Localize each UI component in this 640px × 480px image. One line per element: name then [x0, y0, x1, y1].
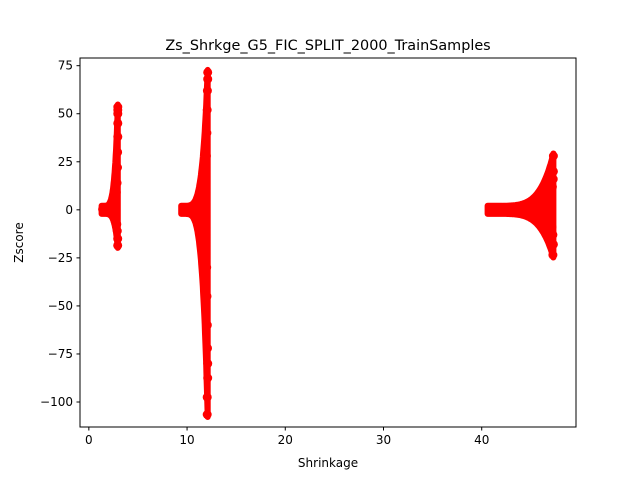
data-point	[113, 105, 123, 115]
data-point	[202, 105, 212, 115]
data-point	[200, 222, 210, 232]
y-tick-label: 50	[58, 107, 73, 121]
x-tick-label: 0	[85, 433, 93, 447]
x-axis-label: Shrinkage	[298, 456, 358, 470]
data-point	[113, 240, 123, 250]
data-point	[548, 166, 558, 176]
data-point	[112, 219, 122, 229]
data-point	[506, 204, 516, 214]
data-point	[202, 291, 212, 301]
y-tick-label: 75	[58, 59, 73, 73]
data-point	[202, 392, 212, 402]
cluster-1	[98, 101, 123, 251]
data-point	[202, 410, 212, 419]
chart-title: Zs_Shrkge_G5_FIC_SPLIT_2000_TrainSamples	[165, 38, 490, 54]
data-point	[202, 86, 212, 96]
data-point	[202, 263, 212, 272]
data-point	[113, 234, 123, 244]
y-tick-label: −100	[40, 395, 73, 409]
data-point	[203, 373, 213, 383]
data-point	[548, 230, 558, 240]
data-point	[534, 201, 544, 211]
y-axis-label: Zscore	[12, 222, 26, 262]
data-point	[201, 239, 211, 249]
data-point	[521, 203, 531, 213]
data-point	[203, 67, 213, 77]
data-point	[545, 214, 554, 224]
data-point	[112, 178, 122, 188]
data-point	[548, 239, 558, 249]
x-tick-label: 20	[278, 433, 293, 447]
y-tick-label: −25	[48, 251, 73, 265]
data-point	[111, 188, 121, 197]
data-point	[201, 151, 211, 161]
y-tick-label: 0	[65, 203, 73, 217]
data-point	[201, 176, 210, 186]
data-points-layer	[98, 66, 558, 420]
data-point	[202, 320, 212, 330]
data-point	[514, 206, 524, 216]
data-point	[202, 128, 212, 138]
data-point	[538, 210, 548, 220]
data-point	[203, 74, 213, 84]
data-point	[548, 250, 558, 260]
cluster-2	[178, 66, 213, 420]
data-point	[203, 343, 212, 353]
data-point	[196, 199, 206, 209]
x-tick-label: 40	[474, 433, 489, 447]
data-point	[547, 182, 557, 192]
data-point	[203, 359, 213, 369]
x-tick-label: 30	[376, 433, 391, 447]
data-point	[199, 191, 209, 201]
data-point	[110, 213, 120, 222]
data-point	[111, 194, 121, 204]
y-tick-label: −50	[48, 299, 73, 313]
data-point	[546, 191, 556, 201]
data-point	[548, 151, 558, 161]
plot-area-frame	[79, 57, 577, 428]
data-point	[113, 118, 123, 128]
data-point	[491, 205, 501, 215]
data-point	[542, 198, 551, 208]
data-point	[485, 204, 495, 214]
y-tick-label: 25	[58, 155, 73, 169]
data-point	[197, 213, 207, 223]
data-point	[528, 208, 538, 217]
data-point	[113, 163, 122, 172]
data-point	[499, 205, 509, 215]
y-tick-label: −75	[48, 347, 73, 361]
x-tick-label: 10	[179, 433, 194, 447]
data-point	[113, 132, 123, 142]
data-point	[112, 226, 122, 236]
ticks-layer: 0 10 20 30 40 75 50 25 0 −25 −50 −75 −100	[40, 59, 489, 447]
data-point	[547, 222, 557, 232]
data-point	[548, 174, 558, 184]
cluster-3	[484, 150, 558, 261]
data-point	[113, 147, 123, 157]
